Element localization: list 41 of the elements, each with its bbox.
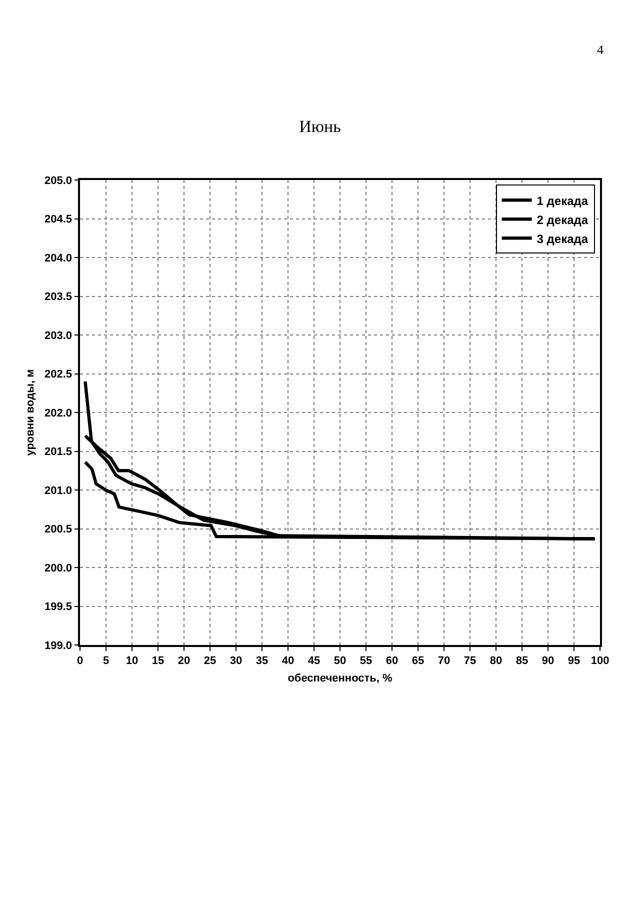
y-axis-title: уровни воды, м xyxy=(24,369,37,456)
x-tick-label: 45 xyxy=(308,654,320,667)
x-tick-label: 50 xyxy=(334,654,346,667)
x-axis-title: обеспеченность, % xyxy=(288,672,393,685)
y-tick-label: 201.5 xyxy=(44,446,72,458)
y-tick-label: 203.5 xyxy=(44,291,72,304)
chart-title: Июнь xyxy=(299,116,342,136)
x-tick-label: 70 xyxy=(438,654,450,667)
y-tick-label: 200.5 xyxy=(44,524,72,536)
y-tick-label: 203.0 xyxy=(44,330,72,342)
text: 4 xyxy=(597,42,604,57)
x-tick-label: 90 xyxy=(542,654,554,667)
x-tick-label: 25 xyxy=(204,654,216,667)
x-tick-label: 75 xyxy=(464,654,476,667)
legend-label: 3 декада xyxy=(536,232,588,246)
x-tick-label: 80 xyxy=(490,654,502,667)
y-tick-label: 199.0 xyxy=(44,640,72,652)
x-tick-label: 60 xyxy=(386,654,398,667)
x-tick-label: 10 xyxy=(126,654,138,667)
x-tick-label: 35 xyxy=(256,654,268,667)
x-tick-label: 100 xyxy=(590,654,610,667)
y-tick-label: 202.5 xyxy=(44,368,72,381)
y-tick-label: 202.0 xyxy=(44,407,72,420)
y-tick-label: 204.0 xyxy=(44,252,72,264)
x-tick-label: 20 xyxy=(178,654,190,667)
y-tick-label: 199.5 xyxy=(44,601,72,614)
x-tick-label: 65 xyxy=(412,654,424,667)
y-tick-label: 200.0 xyxy=(44,562,72,574)
x-tick-label: 55 xyxy=(360,654,372,667)
x-tick-label: 30 xyxy=(230,654,242,667)
legend-label: 2 декада xyxy=(536,212,588,227)
y-tick-label: 201.0 xyxy=(44,484,72,497)
y-tick-label: 204.5 xyxy=(44,214,72,226)
x-tick-label: 85 xyxy=(516,654,528,667)
x-tick-label: 95 xyxy=(568,654,580,667)
x-tick-label: 15 xyxy=(152,654,164,667)
x-tick-label: 40 xyxy=(282,654,294,667)
legend-label: 1 декада xyxy=(536,194,588,208)
x-tick-label: 5 xyxy=(102,654,110,667)
y-tick-label: 205.0 xyxy=(44,174,72,187)
x-tick-label: 0 xyxy=(76,654,84,667)
